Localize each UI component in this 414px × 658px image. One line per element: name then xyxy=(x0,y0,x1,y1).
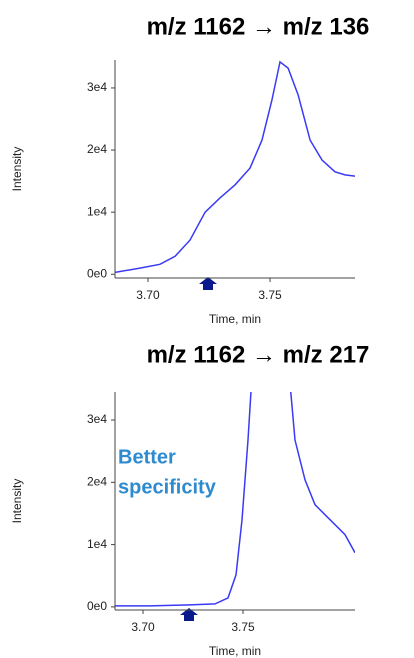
y-tick-label: 1e4 xyxy=(87,204,107,218)
y-tick-label: 0e0 xyxy=(87,266,107,280)
annotation: Better xyxy=(118,446,176,468)
annotation: specificity xyxy=(118,476,217,498)
y-tick-label: 2e4 xyxy=(87,142,107,156)
data-line xyxy=(115,392,355,607)
x-axis-label: Time, min xyxy=(209,312,261,326)
y-axis-label: Intensity xyxy=(10,147,24,192)
x-tick-label: 3.75 xyxy=(258,288,282,302)
chart-title: m/z 1162 → m/z 136 xyxy=(147,13,370,40)
y-tick-label: 2e4 xyxy=(87,474,107,488)
y-tick-label: 1e4 xyxy=(87,537,107,551)
x-axis-label: Time, min xyxy=(209,644,261,658)
y-tick-label: 3e4 xyxy=(87,80,107,94)
data-line xyxy=(115,60,355,274)
chart-title: m/z 1162 → m/z 217 xyxy=(147,341,370,368)
y-tick-label: 0e0 xyxy=(87,599,107,613)
y-axis-label: Intensity xyxy=(10,479,24,524)
arrow-marker xyxy=(180,608,198,621)
arrow-marker xyxy=(199,277,217,290)
y-tick-label: 3e4 xyxy=(87,412,107,426)
x-tick-label: 3.70 xyxy=(131,620,155,634)
x-tick-label: 3.75 xyxy=(231,620,255,634)
x-tick-label: 3.70 xyxy=(136,288,160,302)
